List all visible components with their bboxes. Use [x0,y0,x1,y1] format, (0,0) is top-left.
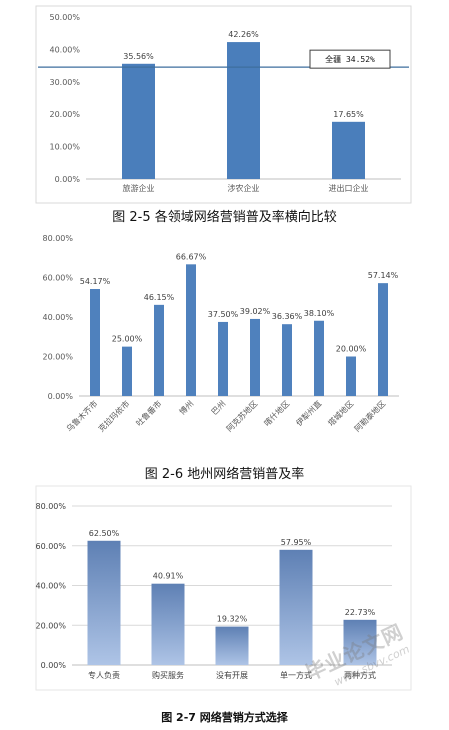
figure-caption-2-5: 图 2-5 各领域网络营销普及率横向比较 [112,210,337,225]
chart1-bar [227,42,260,179]
chart3-category-label: 没有开展 [216,670,248,680]
chart2-bar [90,289,100,396]
chart2-bar [378,283,388,396]
chart3-ytick-label: 40.00% [35,582,66,591]
chart2-bar [346,356,356,396]
chart2-bar-value-label: 54.17% [80,277,111,286]
chart1-reference-label: 全疆 34.52% [325,54,375,64]
chart3-ytick-label: 0.00% [41,661,67,670]
chart1-ytick-label: 20.00% [49,110,80,119]
chart3-bar [87,540,121,665]
chart2-bar-value-label: 25.00% [112,335,143,344]
chart2-bar-value-label: 39.02% [240,307,271,316]
chart2-bar-value-label: 57.14% [368,271,399,280]
chart3-bar [279,549,313,665]
chart2-bar-value-label: 20.00% [336,345,367,354]
chart-domain-comparison: 0.00% 10.00% 20.00% 30.00% 40.00% 50.00% 35.56… [38,13,409,193]
figure-caption-2-6: 图 2-6 地州网络营销普及率 [144,467,305,482]
chart1-reference-label-box [309,49,391,69]
chart2-ytick-label: 20.00% [42,353,73,362]
chart3-ytick-label: 20.00% [35,621,66,630]
chart2-bar [122,346,132,396]
chart2-ytick-label: 40.00% [42,313,73,322]
chart3-bar-value-label: 62.50% [89,529,120,538]
chart1-bar [332,121,365,179]
chart3-category-label: 购买服务 [152,670,184,680]
figure-caption-2-7: 图 2-7 网络营销方式选择 [161,711,288,724]
chart2-bar-value-label: 37.50% [208,310,239,319]
chart2-bar-value-label: 38.10% [304,309,335,318]
chart-marketing-methods: 0.00% 20.00% 40.00% 60.00% 80.00% 62.50% 专人负责 4… [35,502,392,680]
chart1-bar-value-label: 35.56% [123,52,154,61]
chart2-bar [250,318,260,396]
chart2-bar [186,264,196,396]
chart3-ytick-label: 80.00% [35,502,66,511]
chart1-ytick-label: 0.00% [55,175,81,184]
chart2-bar-value-label: 36.36% [272,312,303,321]
chart1-ytick-label: 30.00% [49,78,80,87]
chart3-bar-value-label: 22.73% [345,608,376,617]
chart1-bar-value-label: 42.26% [228,30,259,39]
chart3-bar [151,583,185,665]
chart3-bar [215,626,249,665]
chart2-ytick-label: 80.00% [42,234,73,243]
chart3-bar-value-label: 57.95% [281,538,312,547]
chart1-ytick-label: 50.00% [49,13,80,22]
chart2-bar [282,324,292,396]
chart1-bar-value-label: 17.65% [333,110,364,119]
chart2-ytick-label: 0.00% [48,392,74,401]
chart2-bar [314,320,324,396]
chart2-bar [218,321,228,396]
chart1-ytick-label: 10.00% [49,143,80,152]
chart2-ytick-label: 60.00% [42,274,73,283]
chart3-category-label: 两种方式 [344,670,376,680]
chart1-ytick-label: 40.00% [49,45,80,54]
chart2-bar-value-label: 46.15% [144,293,175,302]
chart1-category-label: 旅游企业 [123,183,155,193]
chart3-bar-value-label: 40.91% [153,572,184,581]
chart3-bar [343,619,377,665]
chart3-category-label: 专人负责 [88,670,120,680]
chart2-bar [154,304,164,396]
chart1-category-label: 进出口企业 [329,183,369,193]
chart3-bar-value-label: 19.32% [217,615,248,624]
chart3-ytick-label: 60.00% [35,542,66,551]
chart2-bar-value-label: 66.67% [176,252,207,261]
chart1-category-label: 涉农企业 [228,183,260,193]
chart1-bar [122,63,155,179]
chart3-category-label: 单一方式 [280,670,312,680]
